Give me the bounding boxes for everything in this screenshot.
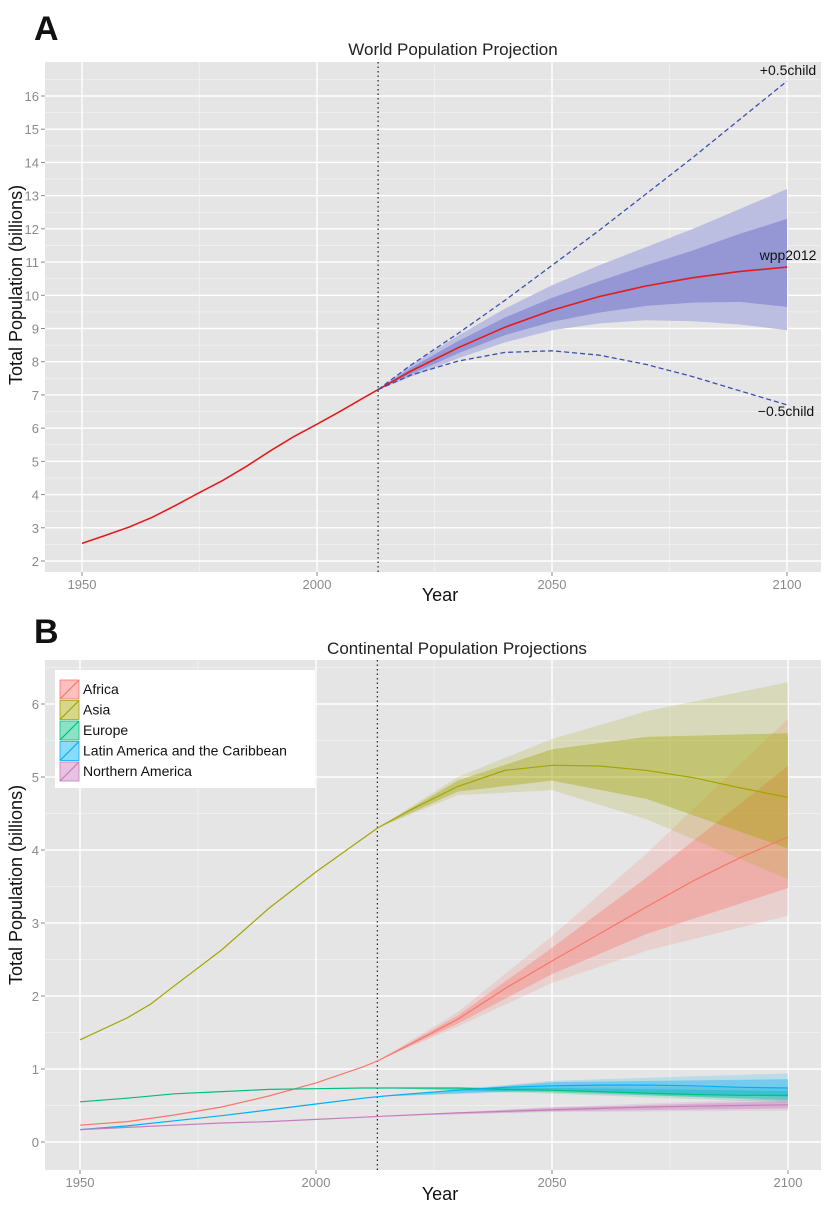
band80-africa [377,766,788,1061]
x-tick-label: 2100 [774,1175,803,1190]
y-axis-label-b: Total Population (billions) [6,785,26,985]
legend-box [55,670,315,788]
legend-label-africa: Africa [83,681,119,697]
legend-label-asia: Asia [83,702,110,718]
band80-europe [377,1088,788,1100]
chart-title-a: World Population Projection [348,40,557,59]
band95-africa [377,718,788,1061]
legend-key-line [59,741,80,761]
confidence-bands-a [378,189,787,390]
x-tick-label: 2050 [538,1175,567,1190]
y-tick-label: 16 [25,89,39,104]
panel-letter-a: A [34,10,59,48]
legend-label-northern-america: Northern America [83,763,192,779]
legend-key-line [59,720,80,741]
y-tick-label: 3 [32,521,39,536]
ticks-b: 1950 2000 2050 2100 0 1 2 3 4 5 6 [32,697,803,1190]
legend-item-asia: Asia [59,700,110,720]
y-tick-label: 15 [25,122,39,137]
x-axis-label-b: Year [422,1184,458,1204]
y-tick-label: 2 [32,989,39,1004]
legend-key-line [59,761,80,782]
chart-title-b: Continental Population Projections [327,639,587,658]
y-tick-label: 3 [32,916,39,931]
legend-item-northern-america: Northern America [59,761,192,782]
confidence-bands-b [377,682,788,1117]
y-tick-label: 9 [32,322,39,337]
y-tick-label: 4 [32,843,39,858]
y-tick-label: 6 [32,421,39,436]
legend-item-latin-america-caribbean: Latin America and the Caribbean [59,741,287,761]
band-wpp2012-80pct [378,218,787,390]
series-line-africa [79,836,789,1126]
annotation-wpp2012: wpp2012 [759,247,817,263]
y-tick-label: 4 [32,488,39,503]
y-tick-label: 2 [32,554,39,569]
series-line-asia [79,764,789,1041]
series-line-northern-america [79,1104,789,1131]
x-tick-label: 2000 [302,1175,331,1190]
legend-key-line [59,679,80,700]
annotation-plus-half-child: +0.5child [760,62,816,78]
panel-letter-b: B [34,613,59,651]
legend-key-line [59,700,80,720]
legend-item-europe: Europe [59,720,128,741]
panel-b: B 1950 2000 2050 2100 0 1 2 3 4 5 6 Africa Asia Euro… [6,613,821,1204]
y-tick-label: 8 [32,355,39,370]
x-tick-label: 2100 [773,577,802,592]
y-tick-label: 11 [26,255,40,270]
y-tick-label: 5 [32,454,39,469]
series-lines-a [81,80,788,545]
legend-label-latin-america-caribbean: Latin America and the Caribbean [83,743,287,759]
y-tick-label: 0 [32,1135,39,1150]
x-tick-label: 1950 [66,1175,95,1190]
band80-latin-america-caribbean [377,1079,788,1097]
y-tick-label: 10 [25,288,39,303]
y-tick-label: 13 [25,189,39,204]
x-tick-label: 2000 [303,577,332,592]
legend: Africa Asia Europe Latin America and the Ca… [55,670,315,788]
legend-item-africa: Africa [59,679,119,700]
annotation-minus-half-child: −0.5child [758,403,814,419]
ticks-a: 1950 2000 2050 2100 2 3 4 5 6 7 8 9 10 11 12 13 14 15 16 [25,89,802,592]
band80-asia [377,733,788,849]
x-tick-label: 1950 [68,577,97,592]
y-tick-label: 7 [32,388,39,403]
band95-europe [377,1086,788,1103]
y-tick-label: 14 [25,155,39,170]
series-line-latin-america-caribbean [79,1084,789,1131]
x-axis-label-a: Year [422,585,458,605]
series-line-minus-half-child [377,350,788,406]
series-line-plus-half-child [377,80,788,391]
y-tick-label: 12 [25,222,39,237]
y-tick-label: 6 [32,697,39,712]
band95-asia [377,682,788,880]
panel-a: A 1950 2000 2050 2100 2 3 4 5 6 7 8 9 10 11 12 13 14 15 16… [6,10,821,605]
y-tick-label: 1 [32,1062,39,1077]
x-tick-label: 2050 [538,577,567,592]
gridlines-b [45,660,821,1170]
y-tick-label: 5 [32,770,39,785]
series-lines-b [79,764,789,1131]
series-line-europe [79,1087,788,1103]
legend-label-europe: Europe [83,722,128,738]
y-axis-label-a: Total Population (billions) [6,185,26,385]
series-line-wpp2012 [81,266,788,545]
